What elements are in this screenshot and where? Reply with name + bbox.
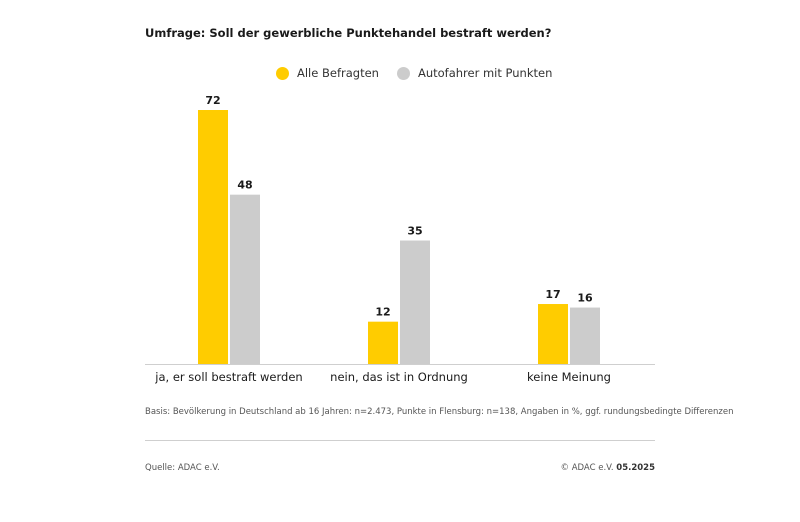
data-label: 16 <box>577 292 593 305</box>
category-label: keine Meinung <box>527 370 611 384</box>
legend-dot-gray <box>396 66 410 80</box>
data-label: 48 <box>237 179 252 192</box>
bar <box>400 240 430 364</box>
bar-chart: 72 48 ja, er soll bestraft werden 12 35 nein,… <box>145 94 655 384</box>
copyright: © ADAC e.V. 05.2025 <box>561 463 656 473</box>
legend: Alle Befragten Autofahrer mit Punkten <box>276 66 570 80</box>
category-label: ja, er soll bestraft werden <box>154 370 302 384</box>
bar <box>198 110 228 364</box>
legend-label: Alle Befragten <box>297 66 379 80</box>
copyright-date: 05.2025 <box>616 463 655 473</box>
legend-item-alle-befragten: Alle Befragten <box>276 66 379 80</box>
footer-divider <box>145 440 655 441</box>
bar <box>368 321 398 364</box>
data-label: 35 <box>407 225 422 238</box>
legend-label: Autofahrer mit Punkten <box>417 66 553 80</box>
data-label: 17 <box>545 288 560 301</box>
bar <box>570 307 600 364</box>
chart-title: Umfrage: Soll der gewerbliche Punktehand… <box>145 26 552 40</box>
bar <box>230 194 260 364</box>
basis-note: Basis: Bevölkerung in Deutschland ab 16 … <box>145 407 734 417</box>
copyright-text: © ADAC e.V. <box>560 463 614 473</box>
data-label: 72 <box>205 94 220 107</box>
bar <box>538 304 568 364</box>
legend-item-autofahrer: Autofahrer mit Punkten <box>396 66 553 80</box>
category-label: nein, das ist in Ordnung <box>330 370 468 384</box>
legend-dot-yellow <box>276 66 289 80</box>
data-label: 12 <box>375 306 390 319</box>
source-note: Quelle: ADAC e.V. <box>145 463 220 473</box>
